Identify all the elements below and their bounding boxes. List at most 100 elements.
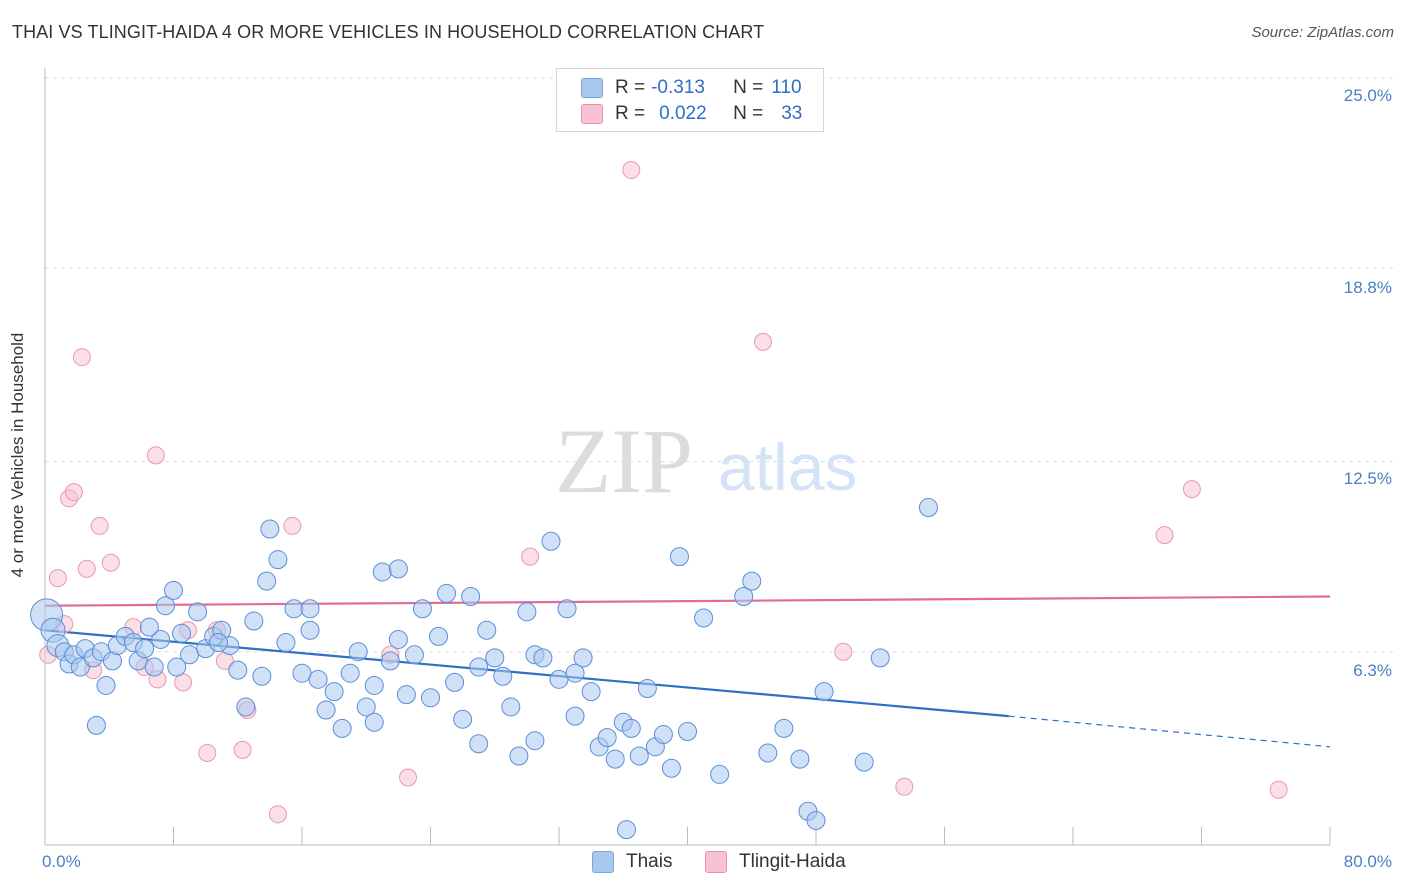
thais-point — [388, 559, 408, 579]
thais-point — [710, 764, 730, 784]
thais-point — [164, 580, 183, 600]
thais-point — [605, 749, 625, 769]
thais-point — [621, 718, 641, 738]
thais-point — [364, 712, 384, 732]
thais-point — [155, 596, 175, 616]
tlingit-haida-point — [283, 516, 302, 535]
thais-point — [806, 810, 826, 830]
watermark-atlas: atlas — [718, 430, 857, 504]
thais-point — [316, 700, 336, 720]
thais-point — [918, 498, 938, 518]
thais-point — [774, 718, 794, 738]
thais-point — [549, 669, 569, 689]
thais-point — [236, 697, 256, 717]
legend-n-value: 110 — [771, 77, 802, 98]
thais-point — [469, 657, 489, 677]
tlingit-haida-point — [72, 348, 91, 367]
tlingit-haida-point — [146, 446, 165, 465]
thais-point — [96, 675, 116, 695]
thais-point — [252, 666, 272, 686]
tlingit-haida-point — [198, 743, 217, 762]
tlingit-haida-point — [48, 569, 67, 588]
thais-point — [340, 663, 360, 683]
thais-point — [300, 599, 320, 619]
thais-point — [364, 675, 384, 695]
thais-point — [276, 633, 296, 653]
thais-point — [485, 648, 505, 668]
thais-point — [284, 599, 304, 619]
thais-point — [581, 682, 601, 702]
thais-point — [228, 660, 248, 680]
thais-point — [573, 648, 593, 668]
legend-row-thais: R = -0.313 N = 110 — [581, 76, 802, 100]
x-tick-label-0: 0.0% — [42, 852, 81, 871]
thais-point — [292, 663, 312, 683]
thais-point — [300, 620, 320, 640]
thais-point — [167, 657, 187, 677]
thais-point — [742, 571, 762, 591]
legend-n-label: N = — [733, 77, 764, 98]
thais-point — [541, 531, 561, 551]
chart-title: THAI VS TLINGIT-HAIDA 4 OR MORE VEHICLES… — [12, 22, 765, 42]
correlation-legend: R = -0.313 N = 110 R = 0.022 N = 33 — [556, 68, 824, 132]
thais-point — [135, 639, 155, 659]
thais-point — [653, 725, 673, 745]
thais-trend-line — [44, 629, 1009, 718]
thais-point — [565, 663, 585, 683]
thais-point — [694, 608, 714, 628]
thais-point — [324, 682, 344, 702]
bottom-legend-tlingit-haida: Tlingit-Haida — [705, 851, 846, 873]
y-tick-label-12-5: 12.5% — [1343, 469, 1392, 488]
thais-point — [597, 728, 617, 748]
tlingit-haida-point — [622, 161, 641, 180]
thais-point — [661, 758, 681, 778]
legend-r-value: 0.022 — [659, 103, 707, 124]
bottom-legend-label: Tlingit-Haida — [739, 851, 846, 872]
legend-row-tlingit-haida: R = 0.022 N = 33 — [581, 102, 802, 126]
tlingit-haida-point — [101, 553, 120, 572]
thais-point — [565, 706, 585, 726]
thais-point — [493, 666, 513, 686]
thais-point — [151, 629, 171, 649]
thais-point — [70, 657, 90, 677]
thais-point — [144, 657, 164, 677]
thais-point — [517, 602, 537, 622]
y-tick-label-25: 25.0% — [1343, 86, 1392, 105]
tlingit-haida-point — [233, 740, 252, 759]
thais-points — [30, 498, 938, 840]
thais-point — [669, 547, 689, 567]
thais-point — [469, 734, 489, 754]
watermark-zip: ZIP — [555, 410, 693, 512]
gridlines — [45, 77, 1395, 653]
thais-point — [380, 651, 400, 671]
thais-point — [372, 562, 392, 582]
tlingit-haida-point — [834, 642, 853, 661]
thais-point — [758, 743, 778, 763]
thais-trend-line-extension — [1008, 715, 1331, 748]
thais-point — [461, 586, 481, 606]
tlingit-haida-point — [90, 516, 109, 535]
thais-point — [734, 586, 754, 606]
thais-point — [445, 672, 465, 692]
thais-point — [244, 611, 264, 631]
y-tick-label-18-8: 18.8% — [1343, 278, 1392, 297]
thais-point — [453, 709, 473, 729]
thais-point — [348, 642, 368, 662]
tlingit-haida-trend-line — [44, 595, 1331, 607]
thais-point — [854, 752, 874, 772]
legend-swatch-blue — [581, 78, 603, 98]
thais-point — [356, 697, 376, 717]
thais-point — [790, 749, 810, 769]
thais-point — [637, 679, 657, 699]
legend-swatch-pink — [581, 104, 603, 124]
tlingit-haida-point — [268, 805, 287, 824]
tlingit-haida-point — [399, 768, 418, 787]
thais-point — [533, 648, 553, 668]
thais-point — [86, 715, 106, 735]
thais-point — [814, 682, 834, 702]
thais-point — [208, 633, 228, 653]
thais-point — [437, 583, 457, 603]
thais-point — [421, 688, 440, 708]
tlingit-haida-point — [77, 559, 96, 578]
